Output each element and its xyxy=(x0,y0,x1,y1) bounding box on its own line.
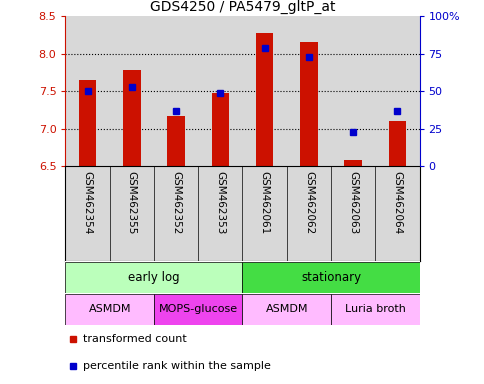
Bar xyxy=(330,294,419,324)
Title: GDS4250 / PA5479_gltP_at: GDS4250 / PA5479_gltP_at xyxy=(150,0,334,14)
Text: transformed count: transformed count xyxy=(83,334,186,344)
Text: GSM462062: GSM462062 xyxy=(303,171,313,234)
Text: GSM462064: GSM462064 xyxy=(392,171,402,234)
Text: MOPS-glucose: MOPS-glucose xyxy=(158,304,237,314)
Text: ASMDM: ASMDM xyxy=(88,304,131,314)
Bar xyxy=(211,93,229,166)
Text: early log: early log xyxy=(128,271,180,284)
Bar xyxy=(167,116,184,166)
Bar xyxy=(300,42,317,166)
Bar xyxy=(388,121,406,166)
Bar xyxy=(65,294,153,324)
Bar xyxy=(344,160,361,166)
Bar xyxy=(242,294,330,324)
Bar xyxy=(123,70,140,166)
Text: percentile rank within the sample: percentile rank within the sample xyxy=(83,361,271,371)
Bar xyxy=(242,262,419,293)
Bar xyxy=(255,33,273,166)
Text: Luria broth: Luria broth xyxy=(344,304,405,314)
Text: GSM462061: GSM462061 xyxy=(259,171,269,234)
Text: GSM462354: GSM462354 xyxy=(82,171,92,234)
Text: GSM462355: GSM462355 xyxy=(127,171,136,234)
Text: stationary: stationary xyxy=(301,271,360,284)
Bar xyxy=(153,294,242,324)
Text: GSM462353: GSM462353 xyxy=(215,171,225,234)
Bar xyxy=(65,262,242,293)
Bar xyxy=(78,80,96,166)
Text: GSM462352: GSM462352 xyxy=(171,171,181,234)
Text: ASMDM: ASMDM xyxy=(265,304,307,314)
Text: GSM462063: GSM462063 xyxy=(348,171,357,234)
